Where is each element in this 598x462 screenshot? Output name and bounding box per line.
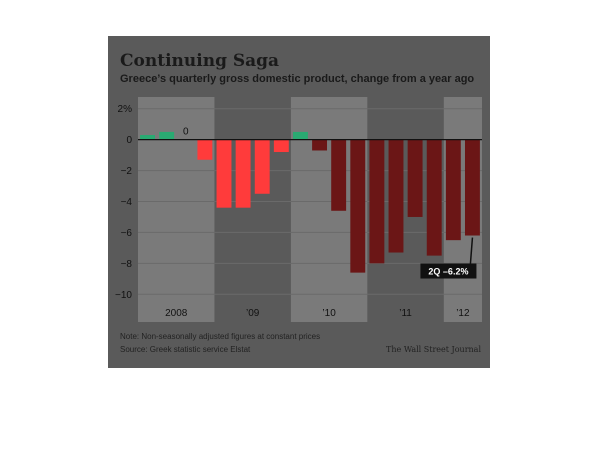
data-labels: 0 bbox=[183, 127, 189, 138]
chart-subtitle: Greece’s quarterly gross domestic produc… bbox=[120, 73, 474, 85]
bar-2010-q4 bbox=[350, 139, 366, 273]
bar-2009-q2 bbox=[235, 139, 251, 208]
y-tick-label: −4 bbox=[121, 197, 133, 208]
bar-2011-q3 bbox=[407, 139, 423, 217]
y-tick-label: 0 bbox=[126, 135, 132, 146]
bar-2008-q2 bbox=[159, 131, 175, 140]
x-tick-label: ’11 bbox=[399, 308, 412, 319]
bar-2012-q2 bbox=[464, 139, 480, 236]
x-tick-label: ’09 bbox=[246, 308, 260, 319]
x-tick-label: 2008 bbox=[165, 308, 188, 319]
bar-2010-q3 bbox=[331, 139, 347, 211]
chart-title: Continuing Saga bbox=[120, 51, 279, 71]
bar-2010-q2 bbox=[312, 139, 328, 151]
chart-source: Source: Greek statistic service Elstat bbox=[120, 345, 251, 354]
chart-credit: The Wall Street Journal bbox=[386, 345, 481, 354]
bar-2009-q3 bbox=[254, 139, 270, 194]
chart-card: 2% 0 −2 −4 −6 −8 −10 2008 ’09 ’10 ’11 ’12 0 Contin… bbox=[108, 36, 490, 368]
y-axis-ticks: 2% 0 −2 −4 −6 −8 −10 bbox=[115, 104, 132, 301]
y-tick-label: 2% bbox=[118, 104, 133, 115]
callout-box bbox=[420, 263, 477, 279]
y-tick-label: −10 bbox=[115, 290, 132, 301]
bar-2011-q4 bbox=[426, 139, 442, 256]
y-tick-label: −2 bbox=[121, 166, 133, 177]
callout: 2Q –6.2% bbox=[420, 237, 477, 279]
x-tick-label: ’10 bbox=[322, 308, 336, 319]
y-tick-label: −6 bbox=[121, 228, 133, 239]
bar-2012-q1 bbox=[445, 139, 461, 241]
x-tick-label: ’12 bbox=[456, 308, 470, 319]
y-tick-label: −8 bbox=[121, 259, 133, 270]
callout-label: 2Q –6.2% bbox=[428, 267, 468, 277]
gridlines bbox=[138, 108, 482, 295]
bar-2011-q2 bbox=[388, 139, 404, 253]
bars bbox=[140, 131, 480, 273]
bar-2009-q1 bbox=[216, 139, 232, 208]
bar-2011-q1 bbox=[369, 139, 385, 264]
callout-leader bbox=[469, 237, 474, 264]
chart-svg: 2% 0 −2 −4 −6 −8 −10 2008 ’09 ’10 ’11 ’12 0 Contin… bbox=[115, 51, 482, 354]
bar-2008-q1 bbox=[140, 135, 156, 140]
year-band bbox=[138, 97, 215, 322]
data-label: 0 bbox=[183, 127, 189, 138]
bar-2008-q4 bbox=[197, 139, 213, 160]
chart-note: Note: Non-seasonally adjusted figures at… bbox=[120, 332, 320, 341]
bar-2010-q1 bbox=[292, 131, 308, 140]
bar-2009-q4 bbox=[273, 139, 289, 153]
x-axis-ticks: 2008 ’09 ’10 ’11 ’12 bbox=[165, 308, 470, 319]
